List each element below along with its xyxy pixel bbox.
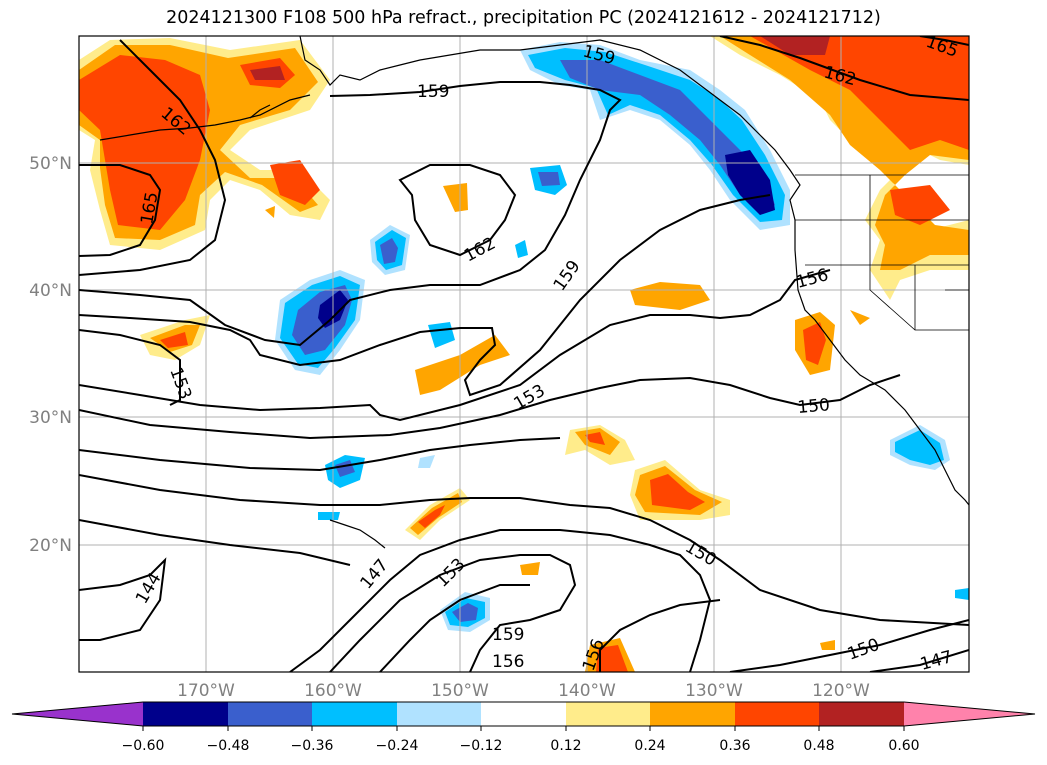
contour-label: 159 xyxy=(492,625,524,645)
refract-contours xyxy=(79,36,969,672)
colorbar-label: −0.60 xyxy=(122,738,165,754)
latitude-labels: 50°N 40°N 30°N 20°N xyxy=(29,154,72,556)
longitude-labels: 170°W 160°W 150°W 140°W 130°W 120°W xyxy=(177,681,870,701)
contour-label: 150 xyxy=(797,395,831,418)
colorbar-label: −0.36 xyxy=(291,738,334,754)
map-border xyxy=(78,35,970,673)
lat-label: 50°N xyxy=(29,154,72,174)
colorbar-segment-3 xyxy=(312,702,397,726)
colorbar-label: 0.12 xyxy=(550,738,581,754)
colorbar-label: 0.60 xyxy=(888,738,919,754)
lon-label: 160°W xyxy=(304,681,362,701)
colorbar-label: 0.36 xyxy=(719,738,750,754)
lat-label: 20°N xyxy=(29,536,72,556)
colorbar-label: 0.48 xyxy=(803,738,834,754)
colorbar-segment-7 xyxy=(650,702,735,726)
lon-label: 130°W xyxy=(685,681,743,701)
contour-label: 159 xyxy=(417,82,449,102)
colorbar-segment-5 xyxy=(481,702,566,726)
colorbar-segment-1 xyxy=(143,702,228,726)
colorbar-segment-2 xyxy=(228,702,312,726)
colorbar-ticks xyxy=(142,726,905,731)
colorbar-label: −0.12 xyxy=(460,738,503,754)
lon-label: 170°W xyxy=(177,681,235,701)
colorbar-segment-6 xyxy=(566,702,650,726)
colorbar-segment-0 xyxy=(12,702,143,726)
colorbar-segment-8 xyxy=(735,702,819,726)
lon-label: 150°W xyxy=(431,681,489,701)
lon-label: 140°W xyxy=(558,681,616,701)
lat-label: 30°N xyxy=(29,408,72,428)
colorbar-segment-9 xyxy=(819,702,904,726)
colorbar-label: −0.24 xyxy=(376,738,419,754)
state-borders xyxy=(795,174,969,331)
map-title: 2024121300 F108 500 hPa refract., precip… xyxy=(166,8,881,28)
colorbar-segment-4 xyxy=(397,702,481,726)
lat-label: 40°N xyxy=(29,281,72,301)
colorbar-label: −0.48 xyxy=(207,738,250,754)
coastlines xyxy=(99,36,969,549)
colorbar-label: 0.24 xyxy=(634,738,665,754)
contour-label: 156 xyxy=(492,652,524,672)
lon-label: 120°W xyxy=(812,681,870,701)
colorbar: −0.60 −0.48 −0.36 −0.24 −0.12 0.12 0.24 … xyxy=(11,701,1036,754)
colorbar-segment-10 xyxy=(904,702,1035,726)
